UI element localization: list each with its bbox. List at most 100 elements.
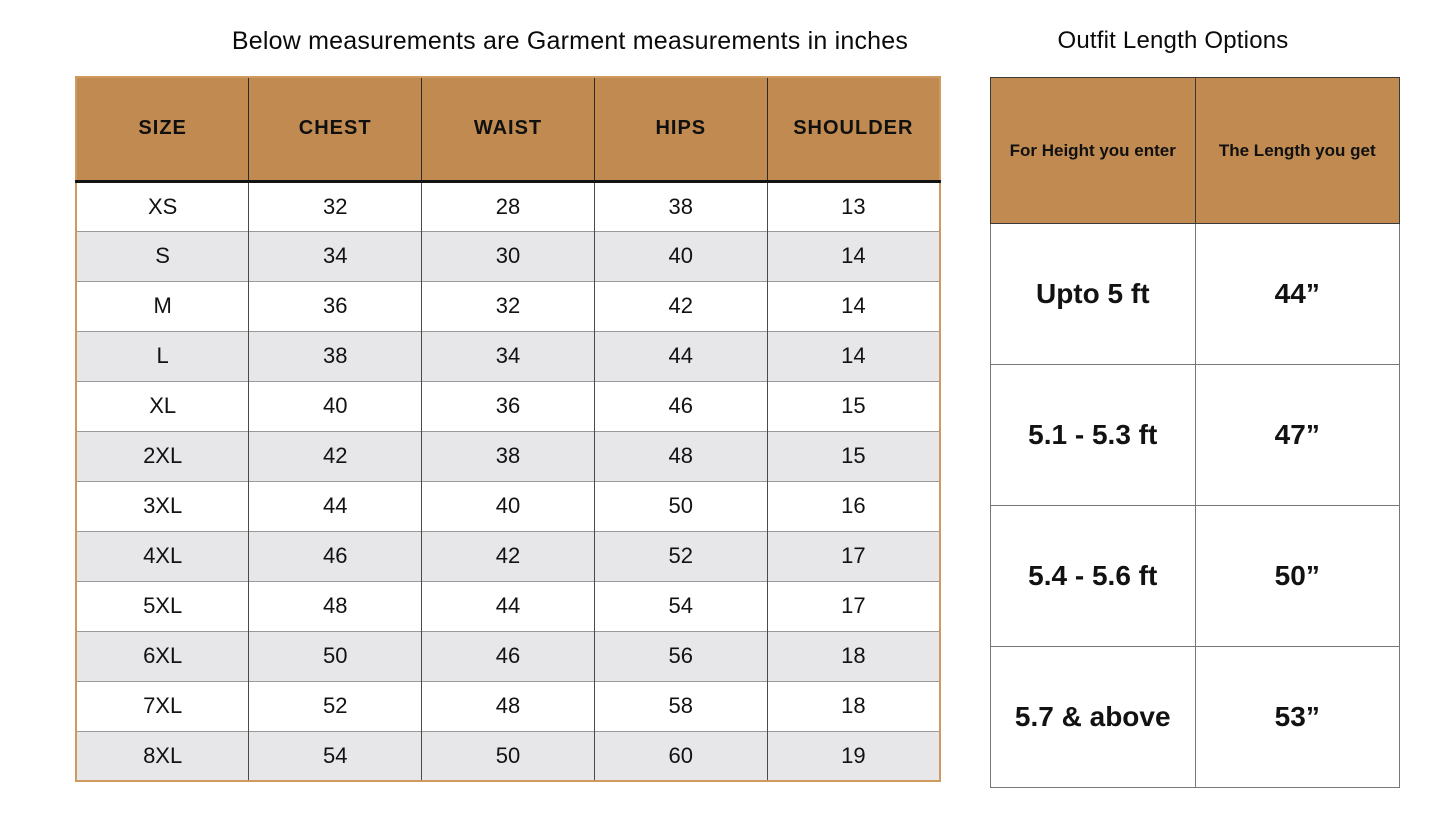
table-row: 5.4 - 5.6 ft 50” (990, 505, 1400, 647)
column-header-waist: WAIST (421, 77, 595, 183)
shoulder-cell: 16 (766, 480, 940, 531)
hips-cell: 56 (593, 630, 768, 681)
header-row: SIZE CHEST WAIST HIPS SHOULDER (76, 77, 940, 183)
hips-cell: 40 (593, 230, 768, 281)
hips-cell: 46 (593, 380, 768, 431)
chest-cell: 52 (248, 680, 422, 731)
chest-cell: 40 (248, 380, 422, 431)
table-row: 5.7 & above 53” (990, 646, 1400, 788)
waist-cell: 36 (421, 380, 595, 431)
waist-cell: 44 (421, 580, 595, 631)
waist-cell: 42 (421, 530, 595, 581)
waist-cell: 48 (421, 680, 595, 731)
waist-cell: 32 (421, 280, 595, 331)
column-header-chest: CHEST (248, 77, 422, 183)
chest-cell: 54 (248, 730, 422, 781)
chest-cell: 50 (248, 630, 422, 681)
hips-cell: 50 (593, 480, 768, 531)
table-row: S 34 30 40 14 (76, 230, 940, 281)
table-row: Upto 5 ft 44” (990, 223, 1400, 365)
size-cell: 3XL (76, 480, 249, 531)
hips-cell: 60 (593, 730, 768, 781)
chest-cell: 46 (248, 530, 422, 581)
column-header-hips: HIPS (593, 77, 768, 183)
table-row: 2XL 42 38 48 15 (76, 430, 940, 481)
size-cell: 4XL (76, 530, 249, 581)
size-cell: 2XL (76, 430, 249, 481)
hips-cell: 52 (593, 530, 768, 581)
length-table-body: Upto 5 ft 44” 5.1 - 5.3 ft 47” 5.4 - 5.6… (990, 223, 1400, 788)
table-row: 7XL 52 48 58 18 (76, 680, 940, 731)
shoulder-cell: 14 (766, 230, 940, 281)
size-cell: M (76, 280, 249, 331)
garment-measurements-table: SIZE CHEST WAIST HIPS SHOULDER XS 32 28 … (75, 76, 941, 782)
length-value-cell: 53” (1194, 646, 1400, 788)
chest-cell: 32 (248, 181, 422, 231)
shoulder-cell: 17 (766, 580, 940, 631)
shoulder-cell: 15 (766, 380, 940, 431)
length-value-cell: 44” (1194, 223, 1400, 365)
garment-table-header: SIZE CHEST WAIST HIPS SHOULDER (76, 77, 940, 183)
length-table-title: Outfit Length Options (1057, 27, 1289, 54)
hips-cell: 54 (593, 580, 768, 631)
table-row: 4XL 46 42 52 17 (76, 530, 940, 581)
length-value-cell: 47” (1194, 364, 1400, 506)
hips-cell: 44 (593, 330, 768, 381)
hips-cell: 48 (593, 430, 768, 481)
size-cell: 6XL (76, 630, 249, 681)
column-header-size: SIZE (76, 77, 249, 183)
chest-cell: 42 (248, 430, 422, 481)
table-row: 5XL 48 44 54 17 (76, 580, 940, 631)
size-cell: 8XL (76, 730, 249, 781)
shoulder-cell: 14 (766, 330, 940, 381)
column-header-shoulder: SHOULDER (766, 77, 940, 183)
waist-cell: 40 (421, 480, 595, 531)
size-cell: L (76, 330, 249, 381)
length-table-header: For Height you enter The Length you get (990, 77, 1400, 224)
shoulder-cell: 14 (766, 280, 940, 331)
height-range-cell: Upto 5 ft (990, 223, 1196, 365)
shoulder-cell: 18 (766, 680, 940, 731)
hips-cell: 58 (593, 680, 768, 731)
table-row: XS 32 28 38 13 (76, 181, 940, 231)
height-range-cell: 5.4 - 5.6 ft (990, 505, 1196, 647)
table-row: M 36 32 42 14 (76, 280, 940, 331)
waist-cell: 38 (421, 430, 595, 481)
shoulder-cell: 17 (766, 530, 940, 581)
table-row: 5.1 - 5.3 ft 47” (990, 364, 1400, 506)
shoulder-cell: 13 (766, 181, 940, 231)
chest-cell: 38 (248, 330, 422, 381)
table-row: 8XL 54 50 60 19 (76, 730, 940, 781)
chest-cell: 34 (248, 230, 422, 281)
table-row: XL 40 36 46 15 (76, 380, 940, 431)
hips-cell: 38 (593, 181, 768, 231)
table-row: 6XL 50 46 56 18 (76, 630, 940, 681)
header-row: For Height you enter The Length you get (990, 77, 1400, 224)
hips-cell: 42 (593, 280, 768, 331)
garment-table-body: XS 32 28 38 13 S 34 30 40 14 M 36 32 42 … (76, 181, 940, 781)
column-header-height: For Height you enter (990, 77, 1196, 224)
shoulder-cell: 19 (766, 730, 940, 781)
outfit-length-table: For Height you enter The Length you get … (990, 77, 1400, 788)
height-range-cell: 5.1 - 5.3 ft (990, 364, 1196, 506)
table-row: 3XL 44 40 50 16 (76, 480, 940, 531)
waist-cell: 50 (421, 730, 595, 781)
size-cell: 5XL (76, 580, 249, 631)
waist-cell: 34 (421, 330, 595, 381)
length-value-cell: 50” (1194, 505, 1400, 647)
table-row: L 38 34 44 14 (76, 330, 940, 381)
waist-cell: 46 (421, 630, 595, 681)
chest-cell: 44 (248, 480, 422, 531)
size-cell: XL (76, 380, 249, 431)
height-range-cell: 5.7 & above (990, 646, 1196, 788)
size-cell: 7XL (76, 680, 249, 731)
waist-cell: 30 (421, 230, 595, 281)
chest-cell: 48 (248, 580, 422, 631)
size-cell: S (76, 230, 249, 281)
chest-cell: 36 (248, 280, 422, 331)
waist-cell: 28 (421, 181, 595, 231)
size-cell: XS (76, 181, 249, 231)
shoulder-cell: 18 (766, 630, 940, 681)
shoulder-cell: 15 (766, 430, 940, 481)
